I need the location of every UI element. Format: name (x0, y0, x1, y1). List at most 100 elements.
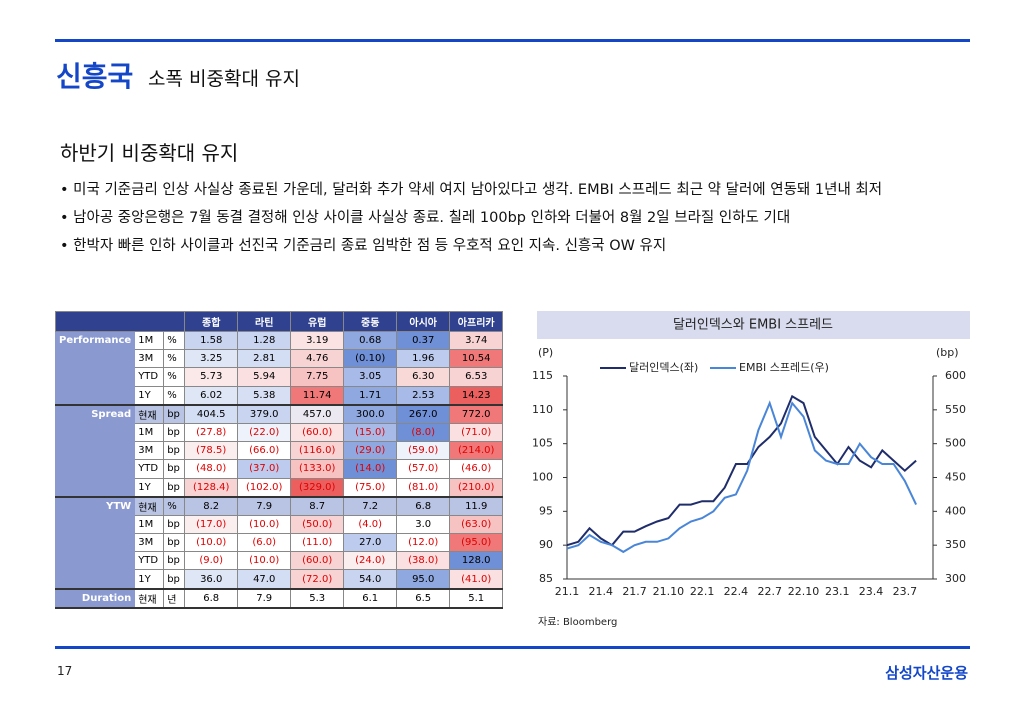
y-tick-label: 110 (532, 403, 553, 416)
group-label: Duration (54, 588, 136, 609)
cell: 11.9 (449, 496, 504, 516)
period: 1Y (134, 569, 165, 590)
cell: 404.5 (184, 404, 239, 424)
header-row: 종합 라틴 유럽 중동 아시아 아프리카 (54, 311, 504, 332)
cell: 6.5 (396, 588, 451, 609)
cell: 14.23 (449, 385, 504, 406)
cell: (0.10) (343, 349, 398, 369)
series-line (566, 400, 918, 554)
legend-label: 달러인덱스(좌) (629, 361, 698, 374)
cell: (72.0) (290, 569, 345, 590)
series-line (566, 394, 917, 547)
legend-label: EMBI 스프레드(우) (739, 361, 829, 374)
column-header: 종합 (184, 311, 239, 332)
period: 1M (134, 330, 165, 351)
table-row: Spread 현재 bp 404.5 379.0 457.0 300.0 267.0 772.0 (54, 404, 504, 424)
group-label (54, 459, 136, 479)
subtitle: 소폭 비중확대 유지 (148, 68, 300, 90)
cell: 27.0 (343, 533, 398, 553)
chart-title: 달러인덱스와 EMBI 스프레드 (673, 318, 833, 333)
cell: 6.8 (184, 588, 239, 609)
table-row: YTD bp (9.0) (10.0) (60.0) (24.0) (38.0) 128.0 (54, 551, 504, 571)
x-tick-label: 21.7 (622, 585, 647, 598)
cell: (10.0) (237, 514, 292, 535)
top-rule (55, 39, 970, 42)
cell: (29.0) (343, 441, 398, 461)
group-label (54, 422, 136, 443)
cell: 5.3 (290, 588, 345, 609)
cell: 6.1 (343, 588, 398, 609)
period: 1Y (134, 385, 165, 406)
unit: % (163, 349, 186, 369)
table-row: Duration 현재 년 6.8 7.9 5.3 6.1 6.5 5.1 (54, 588, 504, 609)
cell: (22.0) (237, 422, 292, 443)
cell: (210.0) (449, 477, 504, 498)
cell: (78.5) (184, 441, 239, 461)
x-tick-label: 23.4 (859, 585, 884, 598)
column-header: 아시아 (396, 311, 451, 332)
source: 자료: Bloomberg (538, 616, 617, 628)
y-tick-label: 85 (539, 572, 553, 585)
period: 1M (134, 514, 165, 535)
cell: (71.0) (449, 422, 504, 443)
period: YTD (134, 551, 165, 571)
table-row: 3M% 3.25 2.81 4.76 (0.10) 1.96 10.54 (54, 349, 504, 369)
cell: (116.0) (290, 441, 345, 461)
cell: 3.05 (343, 367, 398, 387)
cell: 7.2 (343, 496, 398, 516)
cell: (46.0) (449, 459, 504, 479)
cell: (75.0) (343, 477, 398, 498)
group-label (54, 533, 136, 553)
unit: % (163, 496, 186, 516)
cell: (14.0) (343, 459, 398, 479)
cell: (59.0) (396, 441, 451, 461)
cell: 3.0 (396, 514, 451, 535)
brand: 삼성자산운용 (885, 664, 968, 682)
table-row: 3M bp (78.5) (66.0) (116.0) (29.0) (59.0) (214.… (54, 441, 504, 461)
y-tick-label: 105 (532, 437, 553, 450)
x-tick-label: 23.7 (893, 585, 918, 598)
cell: 0.68 (343, 330, 398, 351)
period: 현재 (134, 588, 165, 609)
period: YTD (134, 459, 165, 479)
table-row: 1Y% 6.02 5.38 11.74 1.71 2.53 14.23 (54, 385, 504, 406)
period: 현재 (134, 496, 165, 516)
table-row: 1Y bp 36.0 47.0 (72.0) 54.0 95.0 (41.0) (54, 569, 504, 590)
cell: 300.0 (343, 404, 398, 424)
cell: (41.0) (449, 569, 504, 590)
cell: (6.0) (237, 533, 292, 553)
period: 3M (134, 441, 165, 461)
unit: bp (163, 569, 186, 590)
data-table: 종합 라틴 유럽 중동 아시아 아프리카 Performance 1M% 1.58 1.28 3.1… (54, 311, 504, 609)
table-row: YTW 현재% 8.2 7.9 8.7 7.2 6.8 11.9 (54, 496, 504, 516)
y2-unit: (bp) (936, 346, 959, 359)
unit: % (163, 367, 186, 387)
cell: 6.8 (396, 496, 451, 516)
unit: 년 (163, 588, 186, 609)
cell: 379.0 (237, 404, 292, 424)
cell: (60.0) (290, 551, 345, 571)
unit: bp (163, 422, 186, 443)
group-label: YTW (54, 496, 136, 516)
cell: (10.0) (237, 551, 292, 571)
unit: % (163, 330, 186, 351)
y2-tick-label: 450 (945, 471, 966, 484)
cell: (11.0) (290, 533, 345, 553)
x-tick-label: 22.10 (788, 585, 820, 598)
cell: (37.0) (237, 459, 292, 479)
cell: 1.28 (237, 330, 292, 351)
y-tick-label: 90 (539, 538, 553, 551)
cell: 47.0 (237, 569, 292, 590)
group-label (54, 441, 136, 461)
group-label (54, 367, 136, 387)
cell: (214.0) (449, 441, 504, 461)
section-heading: 하반기 비중확대 유지 (60, 141, 239, 165)
cell: (102.0) (237, 477, 292, 498)
cell: 267.0 (396, 404, 451, 424)
table-row: 3M bp (10.0) (6.0) (11.0) 27.0 (12.0) (95.0) (54, 533, 504, 553)
cell: 2.53 (396, 385, 451, 406)
cell: 54.0 (343, 569, 398, 590)
cell: 11.74 (290, 385, 345, 406)
group-label (54, 569, 136, 590)
